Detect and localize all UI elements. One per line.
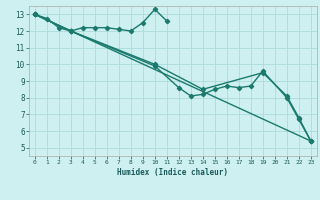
X-axis label: Humidex (Indice chaleur): Humidex (Indice chaleur) [117, 168, 228, 177]
